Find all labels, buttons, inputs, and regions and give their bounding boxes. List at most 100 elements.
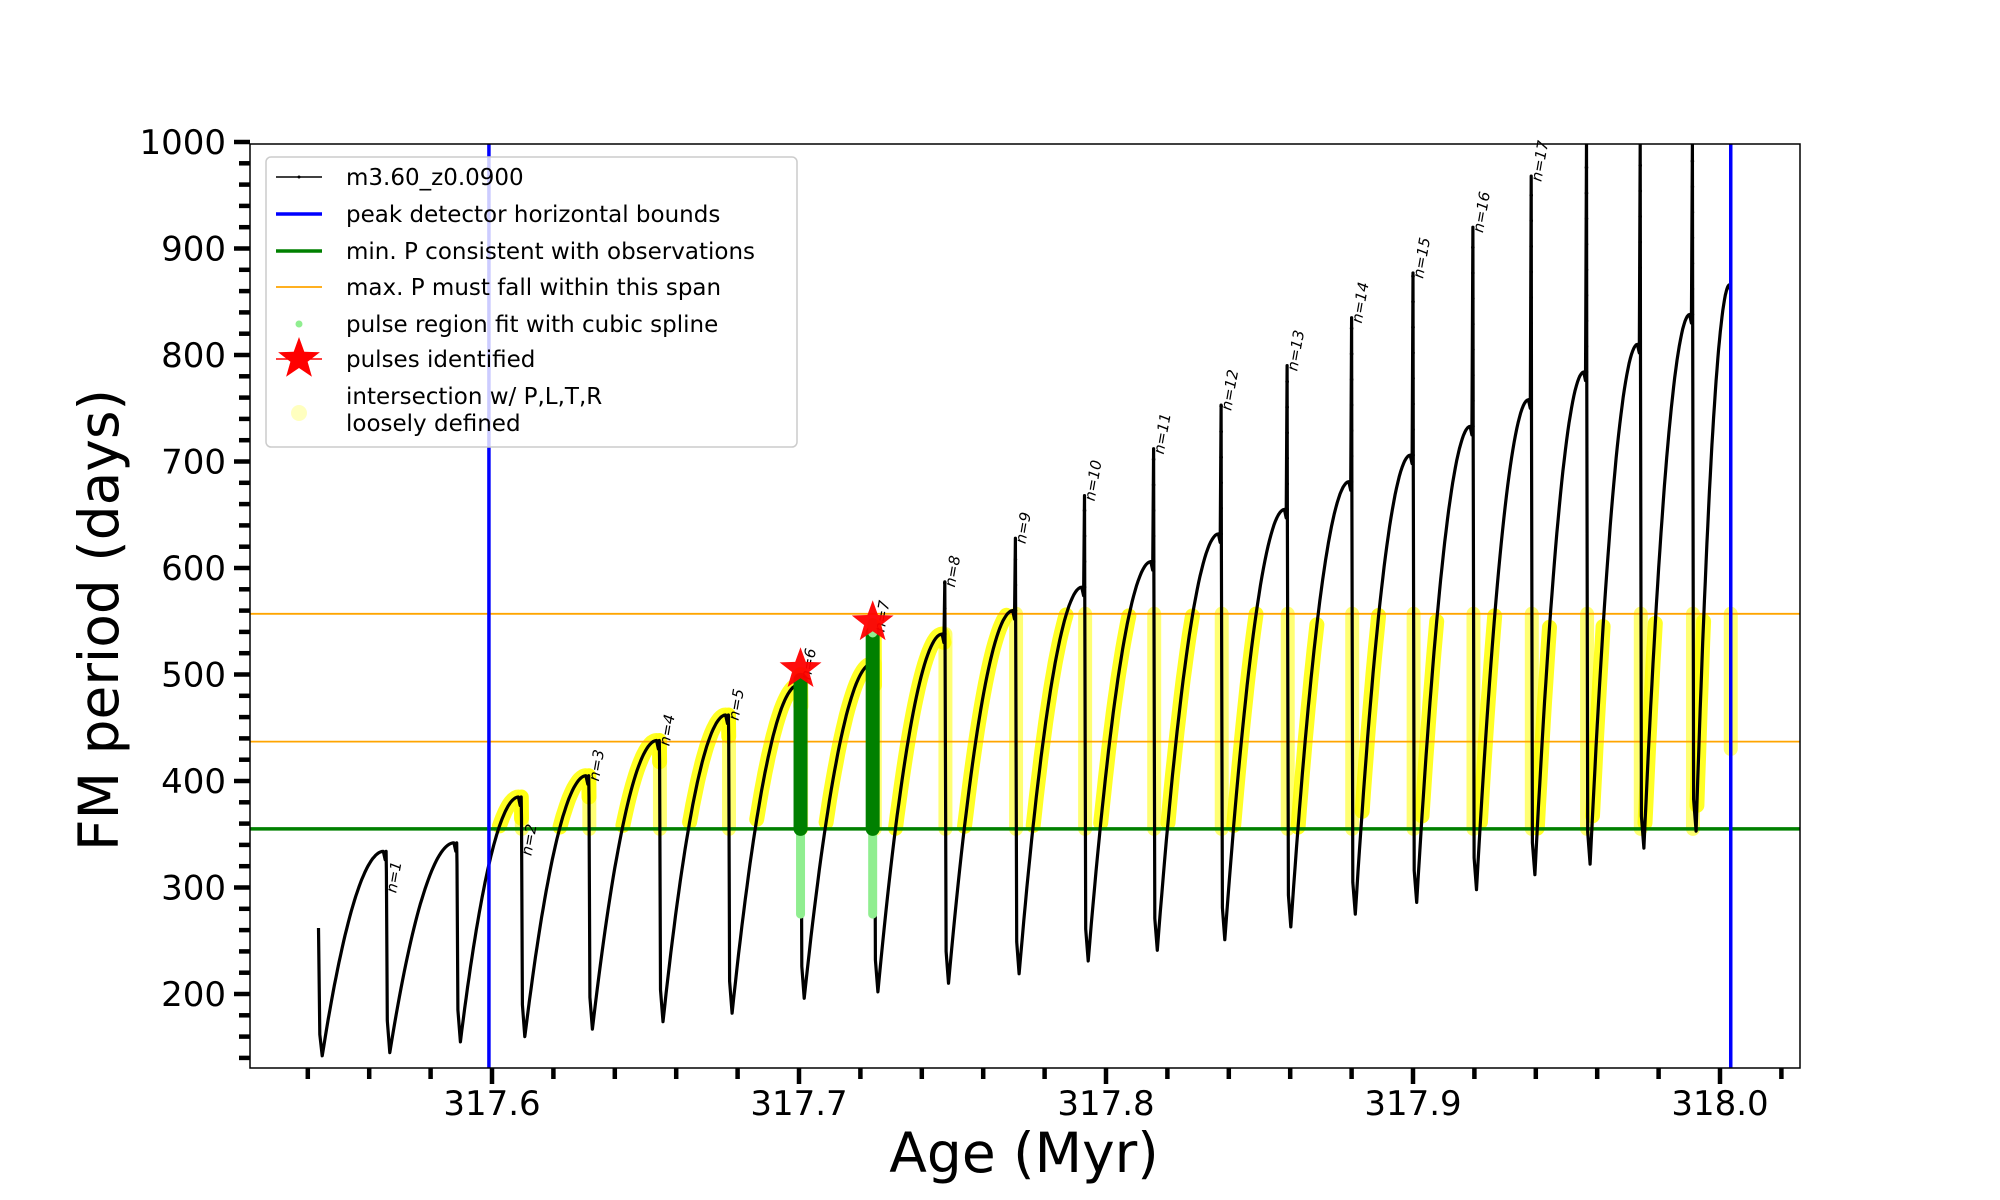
model-point xyxy=(1285,507,1289,512)
legend-marker-model xyxy=(297,175,301,179)
model-point xyxy=(1349,428,1354,433)
x-axis-label: Age (Myr) xyxy=(889,1121,1158,1185)
cycle-label: n=4 xyxy=(656,713,679,747)
y-tick-label: 800 xyxy=(161,336,226,376)
y-tick-label: 1000 xyxy=(139,123,226,163)
cycle-label: n=5 xyxy=(725,687,748,721)
y-tick-label: 600 xyxy=(161,549,226,589)
cycle-label: n=8 xyxy=(941,554,964,588)
model-point xyxy=(1584,344,1589,349)
model-point xyxy=(1529,397,1533,402)
legend-label: intersection w/ P,L,T,R xyxy=(346,384,602,410)
model-point xyxy=(1638,163,1642,168)
x-tick-label: 317.6 xyxy=(443,1084,540,1124)
model-point xyxy=(1584,370,1589,374)
model-point xyxy=(1082,559,1087,564)
model-point xyxy=(1471,373,1475,378)
model-point xyxy=(1529,372,1533,376)
model-point xyxy=(1349,479,1354,484)
model-point xyxy=(1529,346,1533,351)
model-point xyxy=(1690,236,1695,240)
y-tick-label: 400 xyxy=(161,762,226,802)
model-point xyxy=(1219,481,1223,485)
model-point xyxy=(1638,316,1642,321)
y-axis-label: FM period (days) xyxy=(67,389,131,851)
pulse-star-icon xyxy=(851,600,894,641)
model-point xyxy=(1529,193,1533,198)
x-tick-label: 317.8 xyxy=(1057,1084,1154,1124)
legend-label-2: loosely defined xyxy=(346,411,521,437)
model-series xyxy=(316,144,1733,1058)
model-point xyxy=(1471,398,1475,403)
model-point xyxy=(1529,321,1533,325)
model-point xyxy=(1411,351,1415,355)
model-point xyxy=(1219,455,1223,460)
legend-marker-spline xyxy=(295,320,303,328)
model-point xyxy=(1151,508,1156,513)
model-point xyxy=(1411,274,1415,278)
legend-marker-intersection xyxy=(291,405,307,421)
model-point xyxy=(943,632,947,636)
model-point xyxy=(1471,322,1475,326)
x-tick-label: 317.9 xyxy=(1364,1084,1461,1124)
model-point xyxy=(1219,532,1223,536)
model-point xyxy=(1151,534,1156,538)
model-point xyxy=(1638,240,1642,244)
model-point xyxy=(1285,379,1289,384)
model-point xyxy=(1584,165,1589,170)
legend-item-bounds: peak detector horizontal bounds xyxy=(276,202,720,228)
model-point xyxy=(1690,159,1695,163)
legend-label: peak detector horizontal bounds xyxy=(346,202,720,228)
model-point xyxy=(1349,352,1354,356)
model-point xyxy=(1349,454,1354,458)
legend-item-min-p: min. P consistent with observations xyxy=(276,239,755,265)
model-point xyxy=(1349,377,1354,382)
legend-item-model: m3.60_z0.0900 xyxy=(276,165,524,191)
model-point xyxy=(1638,265,1642,270)
model-point xyxy=(1690,261,1695,266)
model-point xyxy=(1638,214,1642,219)
model-point xyxy=(1285,482,1289,486)
model-point xyxy=(1529,244,1533,249)
model-point xyxy=(1285,456,1289,461)
model-point xyxy=(1690,184,1695,189)
cycle-label: n=3 xyxy=(585,748,608,782)
model-point xyxy=(1690,287,1695,291)
model-point xyxy=(1082,534,1087,538)
model-point xyxy=(1471,271,1475,275)
model-point xyxy=(1584,242,1589,247)
model-point xyxy=(1219,404,1223,408)
model-point xyxy=(1151,559,1156,564)
model-point xyxy=(1690,210,1695,215)
model-point xyxy=(1584,216,1589,221)
cycle-label: n=1 xyxy=(382,860,405,894)
y-tick-label: 300 xyxy=(161,869,226,909)
model-point xyxy=(1411,402,1415,406)
x-tick-label: 318.0 xyxy=(1671,1084,1768,1124)
model-point xyxy=(943,581,947,585)
model-point xyxy=(1285,405,1289,409)
legend-label: min. P consistent with observations xyxy=(346,239,755,265)
model-point xyxy=(1151,483,1156,487)
model-point xyxy=(1013,557,1018,562)
model-point xyxy=(1584,319,1589,323)
model-point xyxy=(1219,429,1223,434)
legend-frame xyxy=(265,156,798,448)
x-axis: 317.6 317.7 317.8 317.9 318.0 xyxy=(305,1068,1784,1124)
model-point xyxy=(1219,506,1223,511)
model-point xyxy=(1638,189,1642,193)
model-point xyxy=(1638,342,1642,347)
legend-item-spline: pulse region fit with cubic spline xyxy=(295,312,718,338)
pulse-star-icon xyxy=(779,647,822,687)
y-tick-label: 500 xyxy=(161,656,226,696)
legend-label: m3.60_z0.0900 xyxy=(346,165,524,191)
model-point xyxy=(1349,403,1354,407)
y-axis: 200 300 400 500 600 700 800 900 1000 xyxy=(139,123,250,1061)
x-tick-label: 317.7 xyxy=(750,1084,847,1124)
model-point xyxy=(1151,457,1156,462)
model-point xyxy=(943,606,947,611)
legend: m3.60_z0.0900 peak detector horizontal b… xyxy=(265,156,798,448)
model-point xyxy=(1411,427,1415,432)
star-icon xyxy=(278,337,320,377)
